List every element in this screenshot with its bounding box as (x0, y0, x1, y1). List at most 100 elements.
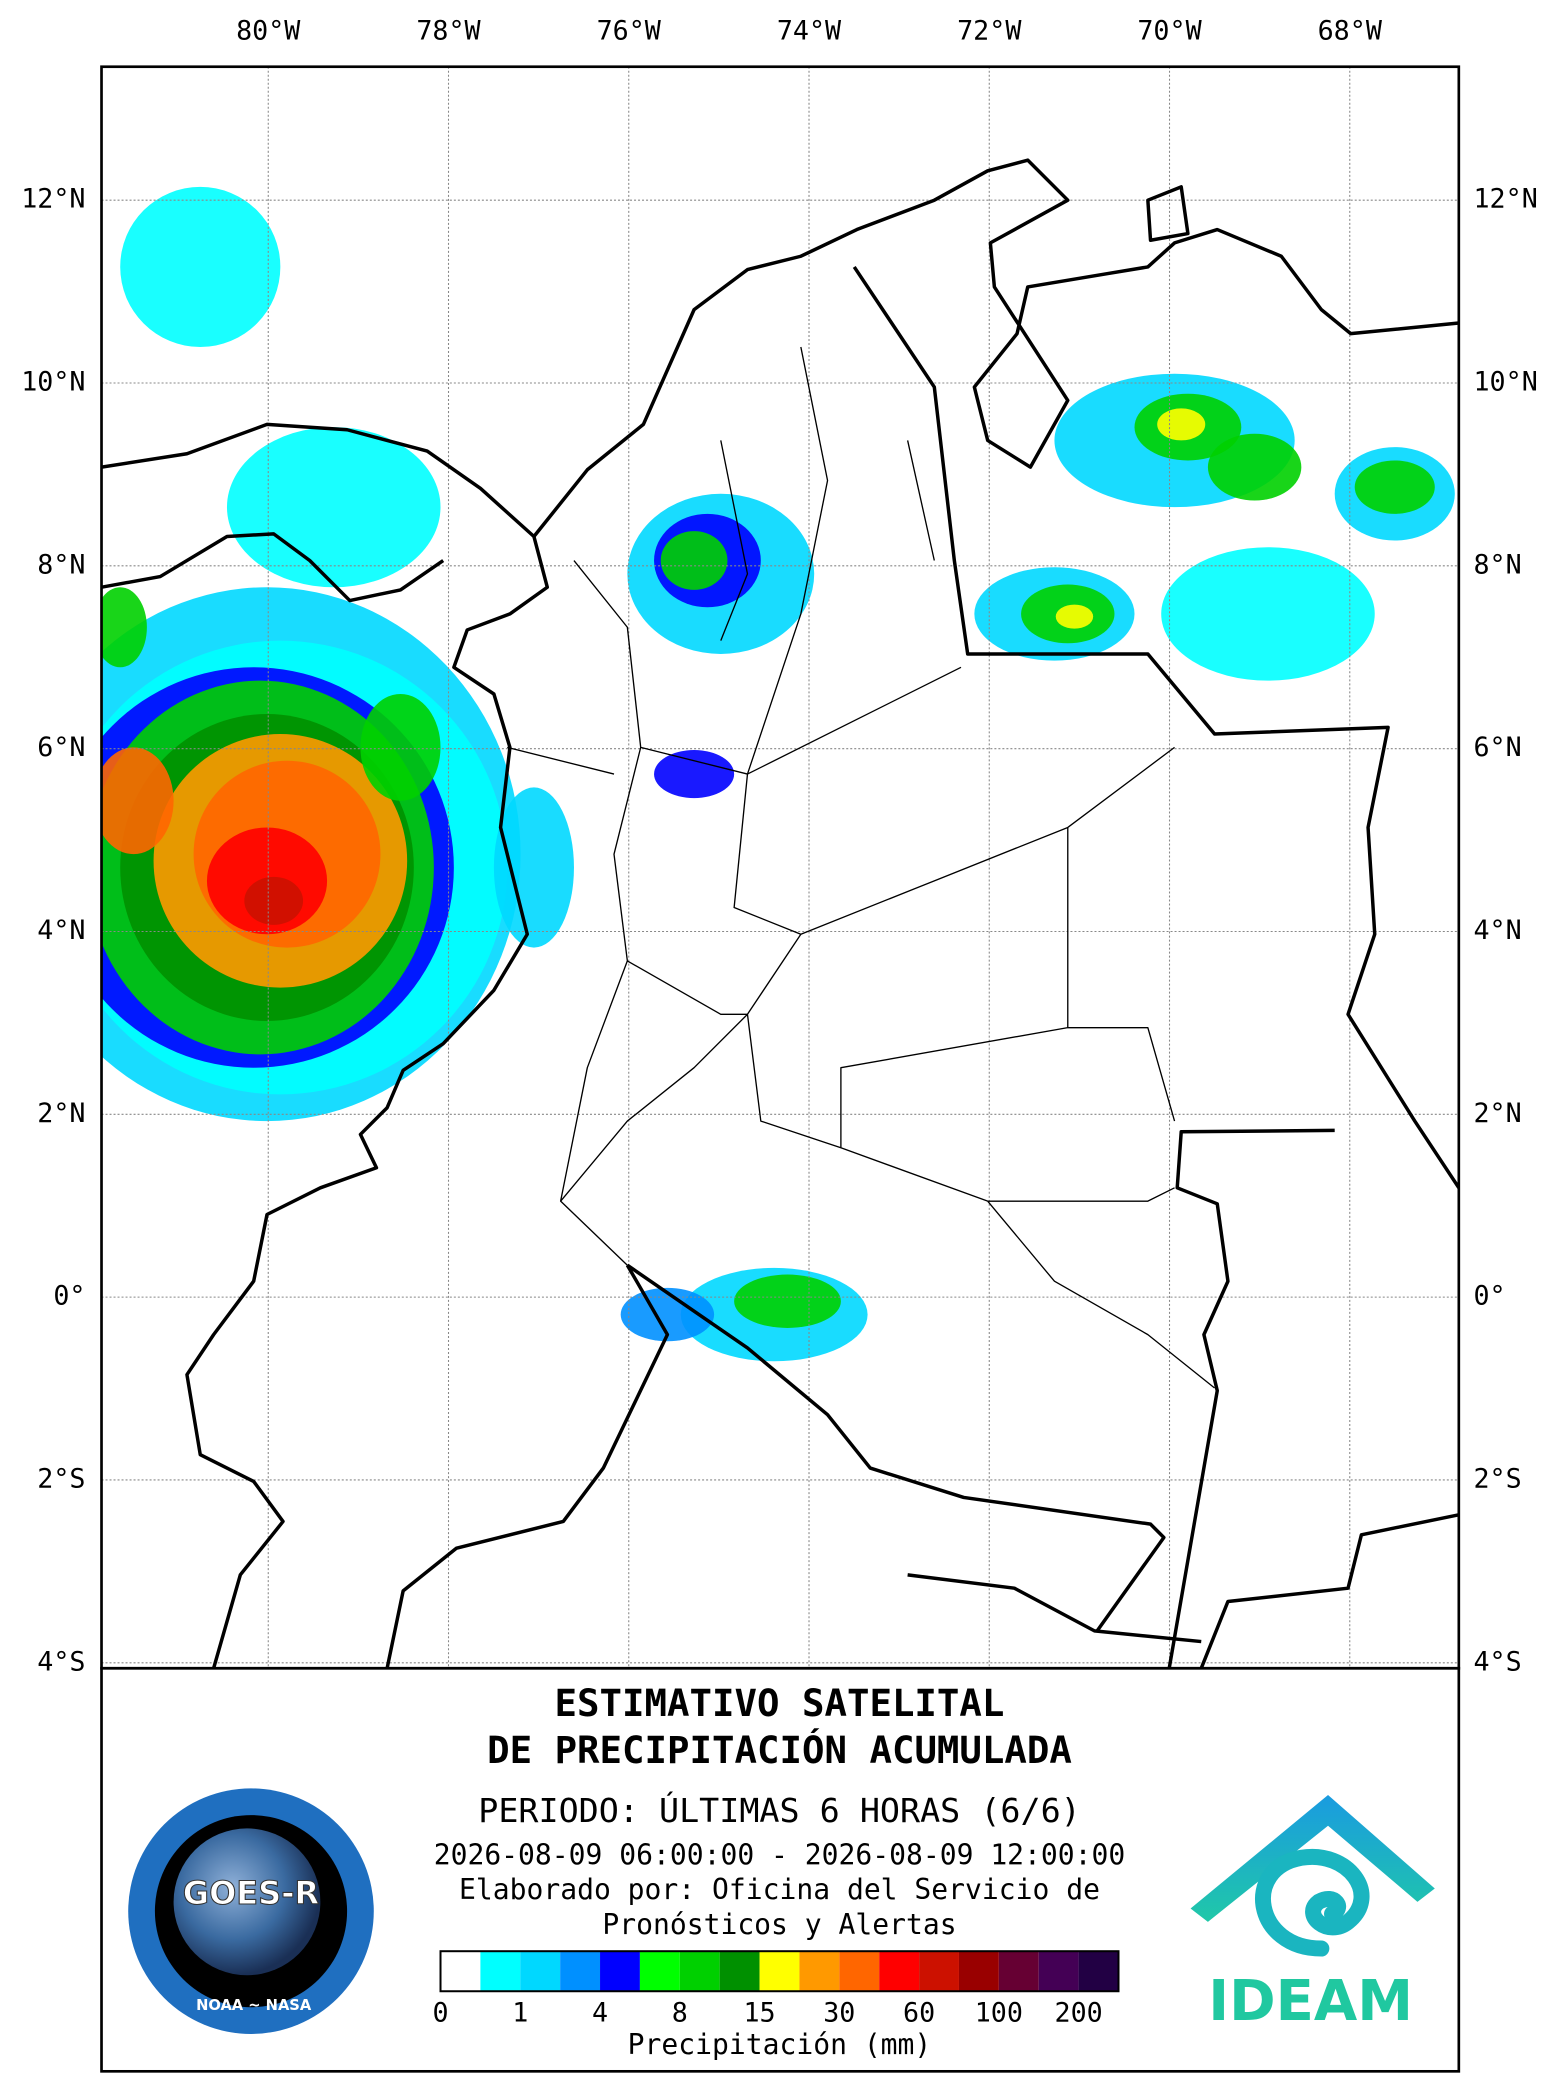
rain-area (1161, 547, 1375, 681)
rain-area (660, 531, 728, 590)
rain-area (734, 1274, 841, 1328)
colorbar-tick-label: 100 (975, 1997, 1023, 2028)
rain-area (1207, 433, 1302, 501)
y-tick-label: 10°N (21, 367, 85, 398)
logo-earth (173, 1828, 321, 1976)
rain-area (1055, 604, 1094, 629)
credit: Elaborado por: Oficina del Servicio de (459, 1873, 1100, 1906)
rain-area (1354, 460, 1435, 514)
grid (101, 66, 1459, 1669)
colorbar-swatch (480, 1951, 521, 1992)
border (1199, 1513, 1459, 1669)
goes-logo: GOES-R NOAA ~ NASA (128, 1788, 374, 2034)
colorbar-swatch (919, 1951, 959, 1992)
coastline (101, 422, 550, 1669)
colorbar-tick-label: 30 (823, 1997, 855, 2028)
map-area (101, 66, 1459, 1669)
x-tick-label: 72°W (957, 16, 1022, 47)
border (626, 1263, 1166, 1632)
dates: 2026-08-09 06:00:00 - 2026-08-09 12:00:0… (434, 1838, 1126, 1871)
border (852, 265, 1459, 1189)
border (907, 1573, 1202, 1644)
x-tick-label: 74°W (777, 16, 842, 47)
coastline (101, 532, 445, 603)
x-tick-label: 80°W (236, 16, 301, 47)
coastline (1146, 185, 1190, 242)
x-tick-label: 70°W (1137, 16, 1202, 47)
colorbar-tick-label: 4 (592, 1997, 608, 2028)
rain-area (226, 427, 441, 588)
goes-text: GOES-R (183, 1874, 320, 1912)
title: DE PRECIPITACIÓN ACUMULADA (487, 1728, 1072, 1772)
y-tick-label: 2°S (37, 1463, 85, 1494)
rain-area (120, 186, 281, 347)
ideam-logo: IDEAM (1190, 1795, 1435, 2034)
rain-area (620, 1287, 715, 1342)
credit: Pronósticos y Alertas (602, 1908, 956, 1941)
x-tick-label: 68°W (1318, 16, 1383, 47)
y-tick-label: 12°N (1474, 184, 1538, 215)
rain-area (101, 747, 174, 855)
border (385, 1264, 670, 1669)
colorbar-swatch (560, 1951, 601, 1992)
y-tick-label: 4°S (1474, 1646, 1522, 1677)
border (1167, 1128, 1335, 1669)
y-tick-label: 0° (1474, 1281, 1506, 1312)
colorbar-frame (439, 1950, 1120, 1993)
colorbar-swatch (879, 1951, 920, 1992)
y-tick-label: 0° (53, 1281, 85, 1312)
colorbar-tick-label: 15 (743, 1997, 775, 2028)
y-tick-label: 10°N (1474, 367, 1538, 398)
colorbar: 0 1 4 8 15 30 60 100 200 (432, 1950, 1120, 2028)
rain-area (101, 587, 147, 668)
y-tick-label: 2°S (1474, 1463, 1522, 1494)
goes-sub: NOAA ~ NASA (196, 1997, 312, 2014)
x-tick-label: 76°W (597, 16, 662, 47)
colorbar-tick-label: 8 (672, 1997, 688, 2028)
colorbar-swatch (998, 1951, 1039, 1992)
rain-area (1157, 408, 1206, 441)
period: PERIODO: ÚLTIMAS 6 HORAS (6/6) (478, 1790, 1081, 1830)
colorbar-tick-label: 0 (432, 1997, 448, 2028)
y-tick-label: 6°N (1474, 732, 1522, 763)
colorbar-tick-label: 200 (1055, 1997, 1103, 2028)
title: ESTIMATIVO SATELITAL (555, 1681, 1005, 1725)
colorbar-tick-label: 1 (512, 1997, 528, 2028)
colorbar-swatch (839, 1951, 880, 1992)
y-tick-label: 4°N (1474, 915, 1522, 946)
logo-roof (1190, 1795, 1435, 1922)
legend-frame (100, 1666, 1461, 2073)
colorbar-swatch (799, 1951, 840, 1992)
y-tick-label: 8°N (37, 549, 85, 580)
colorbar-swatch (1078, 1951, 1119, 1992)
colorbar-label: Precipitación (mm) (628, 2028, 932, 2061)
y-tick-label: 4°N (37, 915, 85, 946)
colorbar-swatch (759, 1951, 800, 1992)
colorbar-swatch (520, 1951, 561, 1992)
colorbar-tick-label: 60 (903, 1997, 935, 2028)
department-border (507, 346, 1216, 1389)
colorbar-swatch (679, 1951, 720, 1992)
colorbar-swatch (600, 1951, 640, 1992)
logo-swirl (1255, 1848, 1370, 1957)
y-tick-label: 8°N (1474, 549, 1522, 580)
coastline (532, 158, 1459, 538)
colorbar-swatch (958, 1951, 999, 1992)
precipitation (101, 186, 1455, 1362)
colorbar-swatch (719, 1951, 760, 1992)
y-tick-label: 2°N (1474, 1098, 1522, 1129)
rain-area (654, 750, 735, 799)
rain-area (493, 787, 574, 948)
x-tick-label: 78°W (416, 16, 481, 47)
y-tick-label: 12°N (21, 184, 85, 215)
colorbar-swatch (440, 1951, 481, 1992)
rain-area (360, 693, 441, 801)
colorbar-swatch (1038, 1951, 1079, 1992)
ideam-text: IDEAM (1208, 1969, 1413, 2034)
y-tick-label: 6°N (37, 732, 85, 763)
y-tick-label: 4°S (37, 1646, 85, 1677)
colorbar-swatch (639, 1951, 680, 1992)
y-tick-label: 2°N (37, 1098, 85, 1129)
rain-area (244, 876, 304, 925)
